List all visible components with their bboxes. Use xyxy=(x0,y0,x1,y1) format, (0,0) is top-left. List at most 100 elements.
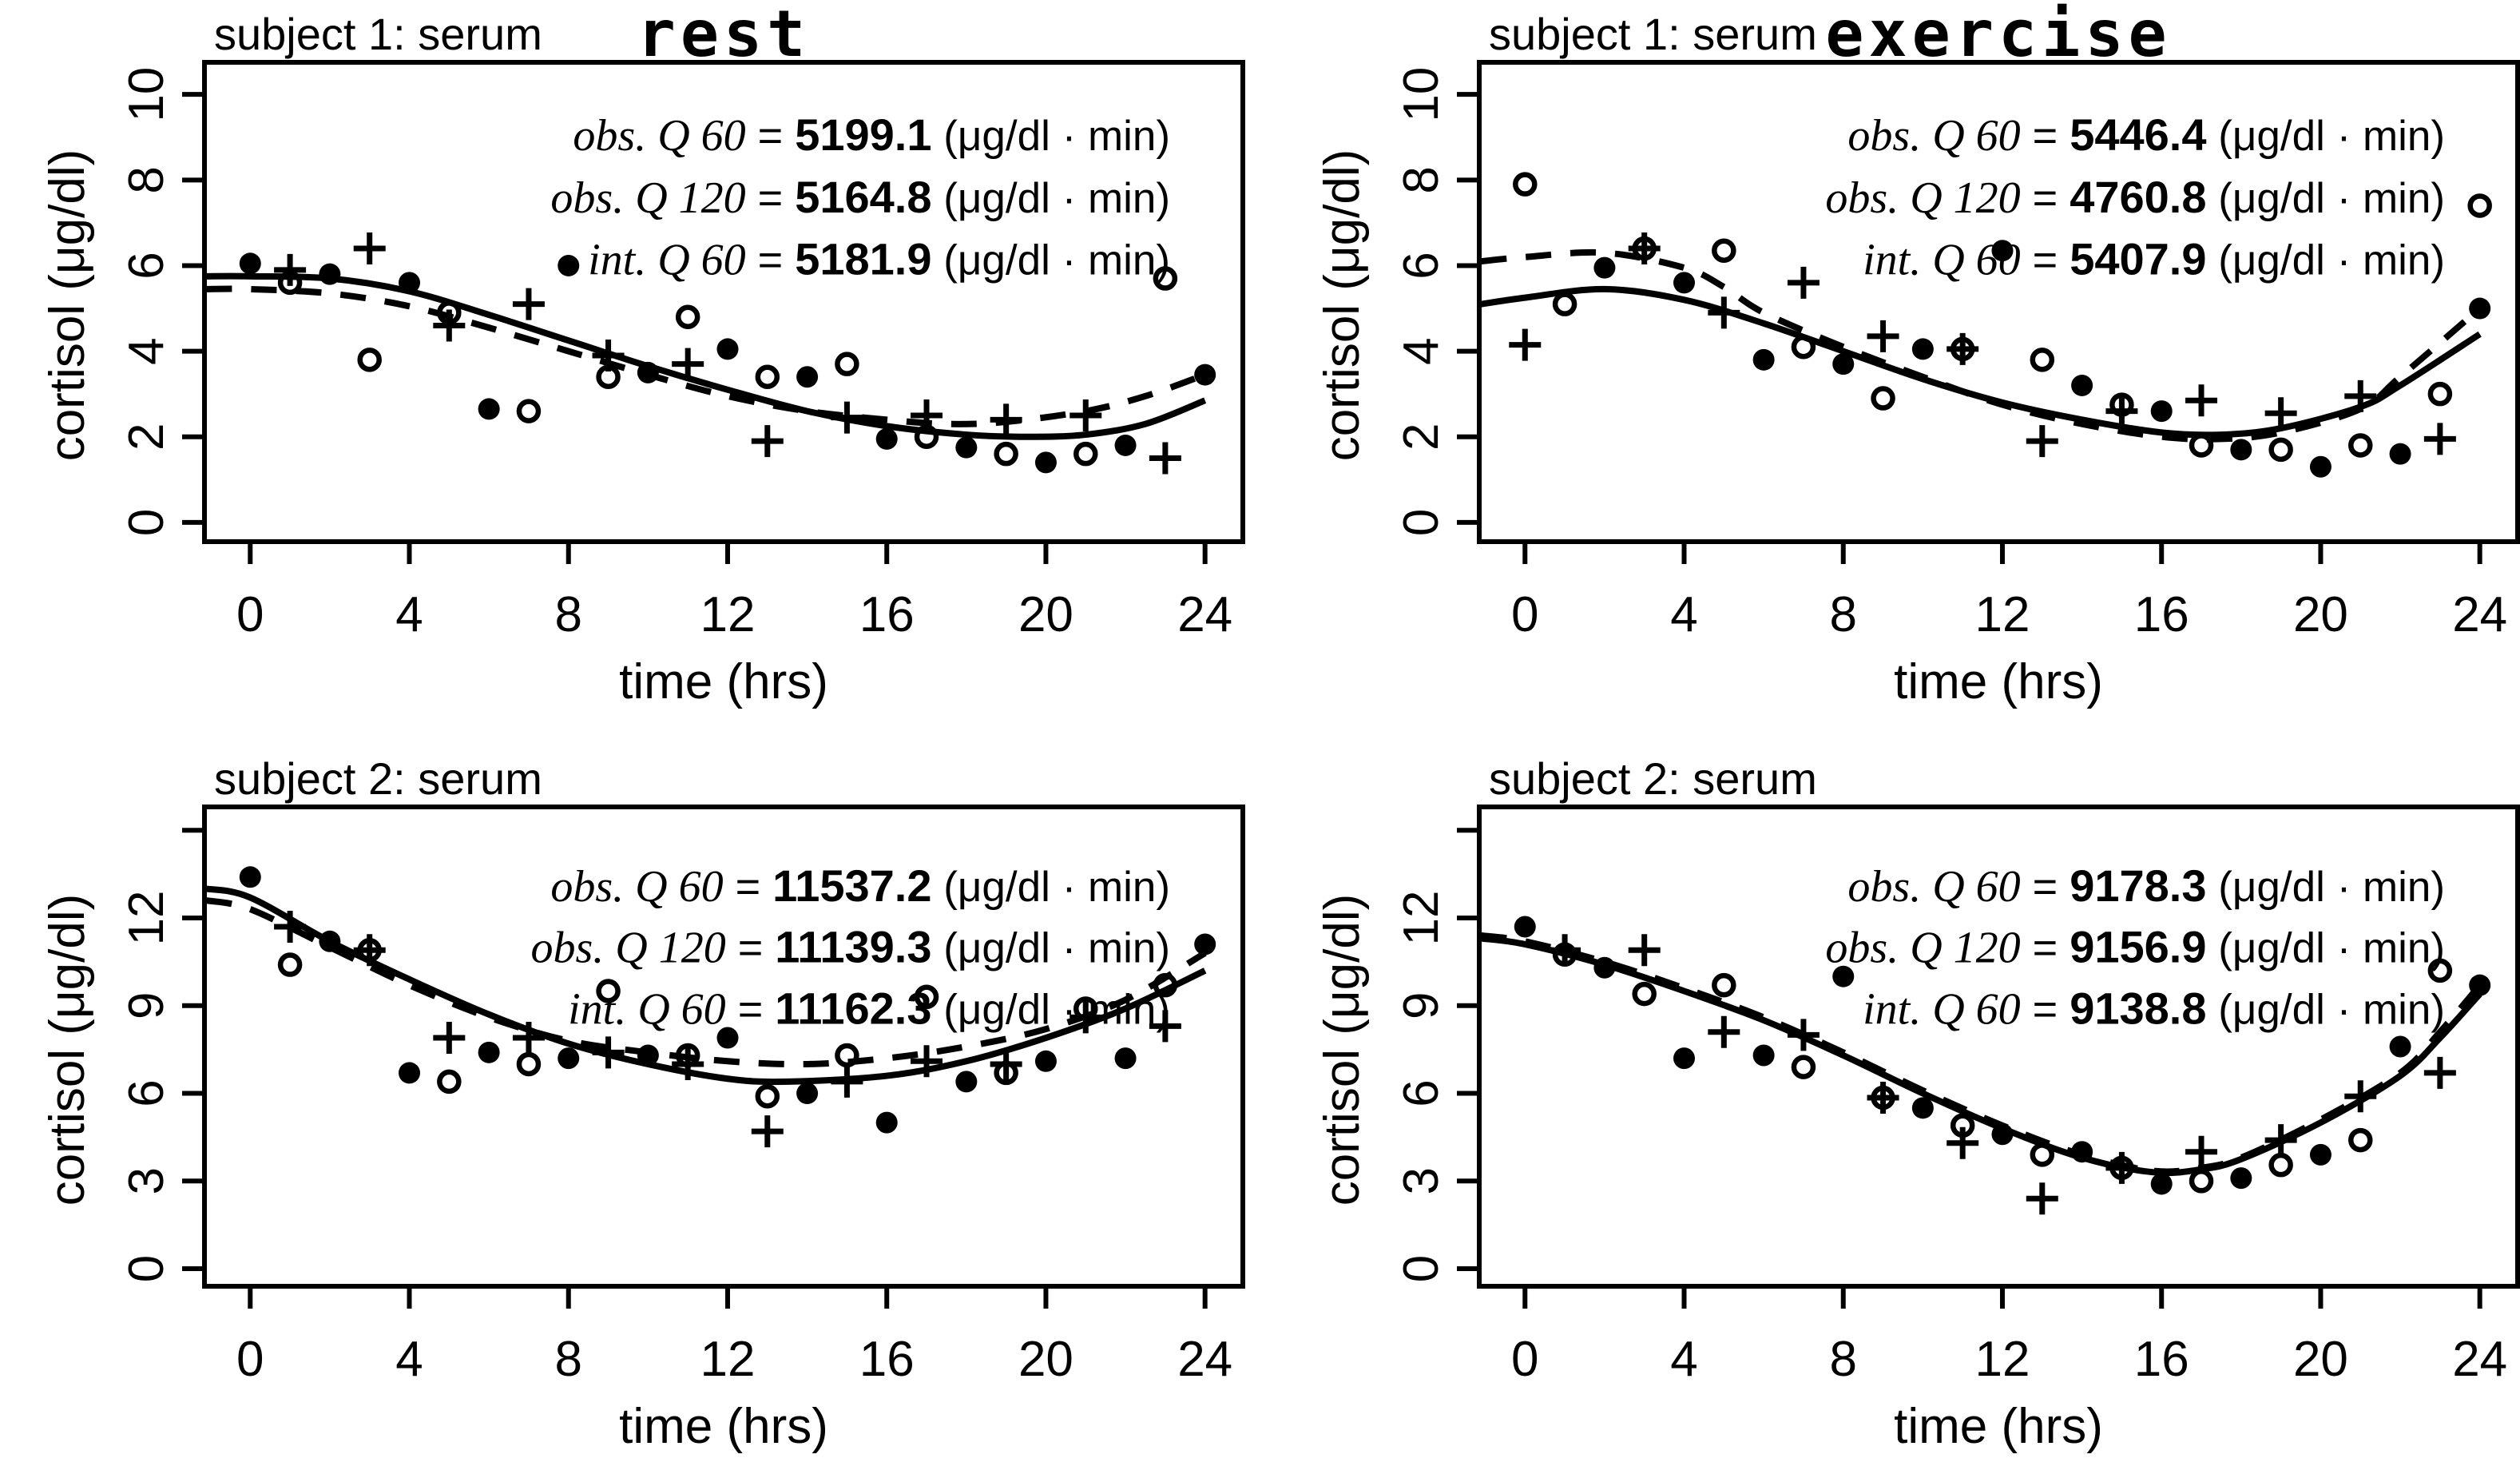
y-tick-label: 2 xyxy=(1394,423,1449,451)
x-axis-ticks: 0 4 8 12 16 20 24 xyxy=(236,542,1232,642)
y-tick-label: 6 xyxy=(119,1079,174,1107)
series-plus xyxy=(1549,934,2456,1215)
x-tick-label: 16 xyxy=(2134,587,2189,642)
annotation-line: obs. Q 60 = 5446.4 (μg/dl · min) xyxy=(1847,109,2445,161)
x-tick-label: 20 xyxy=(2293,1332,2348,1387)
x-tick-label: 20 xyxy=(1018,587,1073,642)
y-axis-ticks: 0 3 6 9 12 xyxy=(119,828,204,1282)
panel-label: subject 1: serum xyxy=(214,9,542,59)
annotation-line: obs. Q 60 = 11537.2 (μg/dl · min) xyxy=(550,860,1170,912)
axis-box xyxy=(1477,60,2520,544)
y-axis-title: cortisol (μg/dl) xyxy=(40,149,95,462)
x-tick-label: 20 xyxy=(2293,587,2348,642)
y-tick-label: 8 xyxy=(119,166,174,193)
annotation-line: obs. Q 60 = 5199.1 (μg/dl · min) xyxy=(573,109,1170,161)
series-plus xyxy=(1509,232,2456,458)
series-filled-circle xyxy=(1593,240,2491,478)
panel-label: subject 2: serum xyxy=(214,753,542,804)
x-tick-label: 12 xyxy=(1974,587,2030,642)
annotation-block: obs. Q 60 = 5446.4 (μg/dl · min) obs. Q 1… xyxy=(1825,109,2445,284)
y-axis-title: cortisol (μg/dl) xyxy=(1315,149,1370,462)
y-axis-ticks: 0 2 4 6 8 10 xyxy=(119,67,204,536)
x-axis-title: time (hrs) xyxy=(1894,1399,2103,1454)
annotation-line: obs. Q 120 = 11139.3 (μg/dl · min) xyxy=(530,922,1170,973)
x-axis-title: time (hrs) xyxy=(1894,654,2103,709)
x-tick-label: 24 xyxy=(1177,1332,1232,1387)
panel-label: subject 2: serum xyxy=(1489,753,1817,804)
axis-box xyxy=(202,805,1245,1289)
y-tick-label: 12 xyxy=(1394,891,1449,946)
y-axis-ticks: 0 3 6 9 12 xyxy=(1394,828,1479,1282)
x-tick-label: 0 xyxy=(1511,587,1538,642)
x-tick-label: 8 xyxy=(555,1332,582,1387)
annotation-line: int. Q 60 = 11162.3 (μg/dl · min) xyxy=(568,983,1170,1034)
y-tick-label: 9 xyxy=(119,992,174,1019)
chart-canvas-subject2-exercise: 0 4 8 12 16 20 24 0 3 6 9 12 obs. Q 60 = 9178.3 (μg/… xyxy=(1394,805,2520,1387)
x-tick-label: 16 xyxy=(859,587,915,642)
panel-subject2-rest: 0 4 8 12 16 20 24 0 3 6 9 12 obs. Q 60 = 11537.2 (μg… xyxy=(0,745,1245,1478)
annotation-block: obs. Q 60 = 11537.2 (μg/dl · min) obs. Q … xyxy=(530,860,1170,1035)
x-tick-label: 12 xyxy=(700,587,755,642)
panel-title: rest xyxy=(637,0,811,71)
x-axis-title: time (hrs) xyxy=(619,654,828,709)
annotation-block: obs. Q 60 = 5199.1 (μg/dl · min) obs. Q 1… xyxy=(550,109,1170,284)
x-tick-label: 0 xyxy=(236,587,264,642)
y-tick-label: 12 xyxy=(119,891,174,946)
x-tick-label: 24 xyxy=(2452,587,2507,642)
x-axis-ticks: 0 4 8 12 16 20 24 xyxy=(1511,1286,2507,1387)
panel-subject2-exercise: 0 4 8 12 16 20 24 0 3 6 9 12 obs. Q 60 = 9178.3 (μg/… xyxy=(1275,745,2520,1478)
chart-canvas-subject2-rest: 0 4 8 12 16 20 24 0 3 6 9 12 obs. Q 60 = 11537.2 (μg… xyxy=(119,805,1245,1387)
panel-title: exercise xyxy=(1825,0,2172,71)
curve-solid xyxy=(1480,285,2482,439)
y-tick-label: 8 xyxy=(1394,166,1449,193)
y-tick-label: 0 xyxy=(1394,1255,1449,1282)
y-tick-label: 2 xyxy=(119,423,174,451)
y-tick-label: 0 xyxy=(1394,509,1449,536)
annotation-line: obs. Q 120 = 9156.9 (μg/dl · min) xyxy=(1825,922,2445,973)
annotation-line: int. Q 60 = 9138.8 (μg/dl · min) xyxy=(1863,983,2445,1034)
y-tick-label: 9 xyxy=(1394,992,1449,1019)
x-tick-label: 4 xyxy=(395,587,423,642)
curve-solid xyxy=(1480,935,2482,1177)
curve-dashed xyxy=(206,285,1207,427)
curve-dashed xyxy=(205,897,1207,1068)
y-tick-label: 4 xyxy=(119,337,174,364)
y-tick-label: 10 xyxy=(1394,67,1449,122)
x-tick-label: 12 xyxy=(1974,1332,2030,1387)
axis-box xyxy=(1477,805,2520,1289)
x-tick-label: 16 xyxy=(2134,1332,2189,1387)
x-tick-label: 0 xyxy=(1511,1332,1538,1387)
axis-box xyxy=(202,60,1245,544)
x-tick-label: 24 xyxy=(1177,587,1232,642)
panel-label: subject 1: serum xyxy=(1489,9,1817,59)
y-tick-label: 10 xyxy=(119,67,174,122)
y-tick-label: 3 xyxy=(119,1167,174,1194)
x-axis-title: time (hrs) xyxy=(619,1399,828,1454)
annotation-line: int. Q 60 = 5407.9 (μg/dl · min) xyxy=(1863,233,2445,284)
x-tick-label: 16 xyxy=(859,1332,915,1387)
x-tick-label: 0 xyxy=(236,1332,264,1387)
x-tick-label: 4 xyxy=(395,1332,423,1387)
y-axis-title: cortisol (μg/dl) xyxy=(1315,893,1370,1206)
curve-solid xyxy=(205,885,1207,1086)
y-tick-label: 3 xyxy=(1394,1167,1449,1194)
y-tick-label: 6 xyxy=(119,252,174,279)
y-tick-label: 0 xyxy=(119,1255,174,1282)
x-axis-ticks: 0 4 8 12 16 20 24 xyxy=(236,1286,1232,1387)
y-tick-label: 6 xyxy=(1394,1079,1449,1107)
y-tick-label: 6 xyxy=(1394,252,1449,279)
x-tick-label: 4 xyxy=(1670,587,1697,642)
x-tick-label: 8 xyxy=(555,587,582,642)
panel-subject1-rest: 0 4 8 12 16 20 24 0 2 4 6 8 10 obs. Q 60 = 5199.1 (μg… xyxy=(0,0,1245,733)
annotation-line: obs. Q 120 = 4760.8 (μg/dl · min) xyxy=(1825,172,2445,223)
annotation-line: int. Q 60 = 5181.9 (μg/dl · min) xyxy=(588,233,1170,284)
annotation-block: obs. Q 60 = 9178.3 (μg/dl · min) obs. Q 1… xyxy=(1825,860,2445,1035)
x-tick-label: 8 xyxy=(1830,587,1857,642)
y-axis-ticks: 0 2 4 6 8 10 xyxy=(1394,67,1479,536)
x-tick-label: 4 xyxy=(1670,1332,1697,1387)
x-tick-label: 8 xyxy=(1830,1332,1857,1387)
x-tick-label: 20 xyxy=(1018,1332,1073,1387)
